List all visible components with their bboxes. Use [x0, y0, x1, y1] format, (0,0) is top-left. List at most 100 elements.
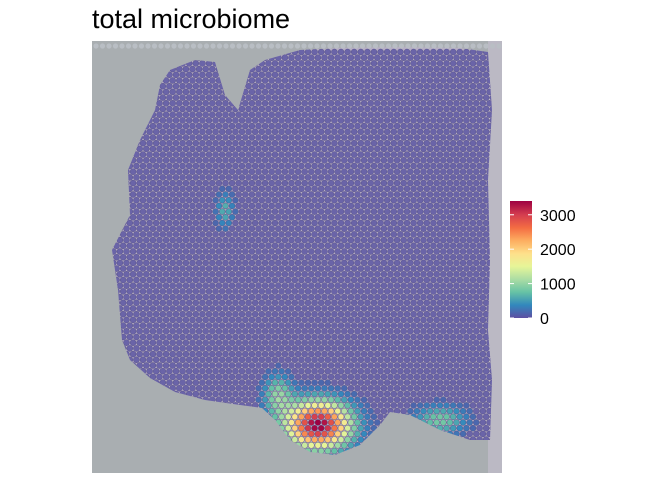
spot — [228, 373, 236, 381]
spot — [417, 117, 424, 124]
spot — [318, 105, 325, 113]
spot — [275, 122, 282, 130]
spot — [324, 48, 331, 56]
spot — [258, 276, 265, 284]
spot — [205, 105, 213, 113]
spot — [245, 254, 252, 261]
spot — [258, 117, 265, 124]
spot — [285, 265, 292, 272]
spot — [288, 77, 295, 84]
spot — [397, 117, 404, 124]
spot — [331, 299, 338, 306]
spot — [288, 145, 295, 153]
spot — [242, 191, 249, 198]
spot — [407, 248, 414, 255]
spot — [218, 174, 226, 181]
spot — [291, 311, 298, 318]
spot — [410, 48, 417, 56]
spot — [298, 60, 305, 67]
spot — [390, 162, 397, 170]
spot — [212, 368, 219, 375]
spot — [417, 139, 424, 147]
spot — [433, 407, 440, 415]
spot — [311, 356, 318, 363]
spot — [364, 425, 371, 432]
spot — [473, 157, 480, 164]
spot — [393, 54, 401, 61]
spot — [301, 65, 308, 73]
spot — [397, 254, 404, 261]
background-spot — [489, 43, 496, 49]
spot — [291, 162, 298, 170]
spot — [281, 305, 289, 312]
spot — [430, 311, 437, 318]
spot — [344, 48, 351, 56]
spot — [179, 242, 186, 250]
spot — [446, 328, 454, 335]
spot — [380, 271, 388, 278]
spot — [308, 385, 315, 392]
spot — [354, 77, 361, 84]
spot — [344, 174, 351, 181]
spot — [456, 276, 463, 284]
spot — [334, 122, 341, 130]
spot — [238, 174, 246, 181]
spot — [446, 168, 454, 175]
spot — [337, 128, 345, 136]
spot — [443, 413, 450, 420]
spot — [119, 231, 127, 238]
spot — [459, 145, 467, 153]
spot — [182, 111, 190, 118]
spot — [318, 322, 325, 329]
spot — [397, 333, 404, 341]
spot — [265, 174, 272, 181]
spot — [327, 191, 335, 198]
spot — [222, 339, 229, 346]
spot — [301, 305, 308, 312]
spot — [407, 259, 414, 267]
spot — [255, 168, 262, 175]
spot — [255, 122, 262, 130]
spot — [446, 407, 454, 415]
spot — [242, 225, 249, 232]
background-spot — [457, 43, 463, 49]
spot — [351, 311, 358, 318]
spot — [304, 219, 312, 227]
spot — [407, 385, 414, 392]
spot — [466, 236, 473, 244]
spot — [248, 396, 256, 403]
spot — [417, 48, 424, 56]
spot — [374, 145, 381, 153]
spot — [238, 311, 246, 318]
chart-title: total microbiome — [92, 4, 291, 34]
spot — [146, 322, 153, 329]
spot — [255, 396, 262, 403]
spot — [479, 271, 487, 278]
spot — [344, 436, 351, 443]
spot — [433, 293, 440, 301]
spot — [374, 100, 381, 107]
spot — [473, 168, 480, 175]
spot — [341, 65, 348, 73]
spot — [182, 293, 190, 301]
spot — [143, 350, 150, 358]
spot — [209, 305, 216, 312]
spot — [212, 117, 219, 124]
spot — [400, 54, 407, 61]
spot — [393, 168, 401, 175]
spot — [453, 385, 460, 392]
spot — [360, 54, 368, 61]
spot — [143, 293, 150, 301]
background-spot — [340, 43, 346, 49]
spot — [222, 271, 229, 278]
spot — [185, 299, 193, 306]
spot — [331, 139, 338, 147]
spot — [397, 82, 404, 90]
spot — [327, 225, 335, 232]
spot — [403, 128, 411, 136]
spot — [136, 157, 143, 164]
spot — [344, 402, 351, 409]
spot — [304, 322, 312, 329]
spot — [199, 299, 206, 306]
spot — [357, 425, 364, 432]
